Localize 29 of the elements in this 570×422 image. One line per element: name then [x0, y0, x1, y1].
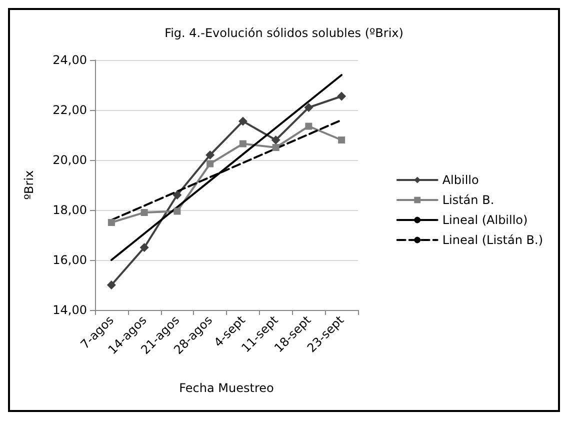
- chart-title: Fig. 4.-Evolución sólidos solubles (ºBrix): [164, 26, 404, 40]
- point: [304, 103, 314, 112]
- y-tick-label: 16,00: [52, 253, 87, 267]
- legend-label: Lineal (Albillo): [442, 213, 528, 227]
- point: [172, 190, 182, 200]
- point: [206, 160, 214, 168]
- point: [106, 280, 116, 290]
- y-tick-label: 20,00: [52, 153, 87, 167]
- legend-label: Albillo: [442, 173, 479, 187]
- point: [238, 116, 248, 126]
- point: [271, 136, 280, 144]
- point: [338, 136, 346, 144]
- y-tick-label: 18,00: [52, 203, 87, 217]
- point: [206, 150, 215, 160]
- point: [305, 122, 312, 130]
- y-tick-label: 14,00: [52, 303, 87, 317]
- point: [140, 243, 149, 252]
- x-axis-title: Fecha Muestreo: [179, 381, 274, 395]
- legend-label: Lineal (Listán B.): [442, 233, 543, 247]
- y-axis-title: ºBrix: [22, 170, 36, 200]
- legend-label: Listán B.: [442, 193, 494, 207]
- y-tick-label: 22,00: [52, 103, 87, 117]
- point: [174, 208, 181, 215]
- point: [140, 209, 148, 216]
- point: [108, 219, 115, 226]
- point: [239, 140, 246, 148]
- point: [272, 144, 280, 151]
- y-tick-label: 24,00: [52, 53, 87, 67]
- point: [337, 92, 346, 101]
